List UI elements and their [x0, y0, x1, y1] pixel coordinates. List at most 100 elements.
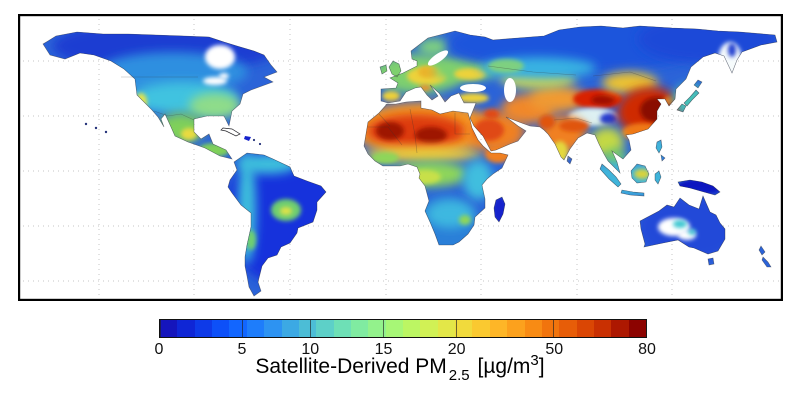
region-southeast-us [189, 93, 241, 119]
border-africa-2 [368, 126, 403, 146]
region-guinea-coast [371, 152, 399, 164]
island-speck [252, 138, 256, 142]
colorbar-tick-label: 20 [447, 341, 466, 358]
colorbar-tick-label: 0 [154, 341, 164, 358]
island-speck [258, 142, 262, 146]
hudson-bay [205, 45, 235, 69]
colorbar-segment [455, 320, 473, 337]
colorbar-tick [455, 320, 457, 337]
border-africa-1 [378, 113, 391, 127]
country-borders-layer [121, 65, 657, 154]
map-frame-border [18, 14, 783, 301]
colorbar-segment [628, 320, 647, 337]
colorbar-tick [310, 320, 312, 337]
border-us-mexico [153, 110, 195, 121]
colorbar-segment [298, 320, 317, 337]
region-germany-poland [418, 66, 438, 78]
colorbar-segment [489, 320, 508, 337]
great-lakes [203, 77, 227, 85]
baltic-sea [427, 50, 449, 66]
region-west-siberia [488, 59, 524, 73]
great-lakes-2 [219, 73, 229, 79]
island-hispaniola [244, 136, 251, 141]
colorbar-segment [437, 320, 456, 337]
colorbar-segment [212, 320, 230, 337]
colorbar [159, 319, 647, 338]
region-australia-cyan [673, 220, 687, 228]
colorbar-segment [160, 320, 178, 337]
colorbar-segment [316, 320, 334, 337]
colorbar-tick [159, 320, 161, 337]
colorbar-segment [264, 320, 282, 337]
colorbar-segment [246, 320, 265, 337]
colorbar-segment [281, 320, 299, 337]
region-central-asia [529, 86, 587, 112]
border-africa-4 [454, 113, 470, 135]
border-mongolia [592, 71, 657, 82]
island-speck [94, 126, 98, 130]
colorbar-tick-label: 50 [545, 341, 564, 358]
colorbar-segment [541, 320, 560, 337]
colorbar-tick [553, 320, 555, 337]
region-turkey [457, 93, 489, 103]
region-mexico-city [181, 128, 197, 140]
region-tibet-blue [600, 113, 618, 125]
colorbar-segment [507, 320, 525, 337]
colorbar-tick-label: 80 [638, 341, 656, 358]
colorbar-segment [611, 320, 629, 337]
region-borneo-hotspot [634, 169, 650, 179]
colorbar-tick [645, 320, 647, 337]
colorbar-segment [350, 320, 369, 337]
region-bodele-core [415, 127, 447, 143]
island-hawaii-chain [84, 122, 262, 146]
island-speck [104, 130, 108, 134]
island-cuba [220, 127, 241, 137]
colorbar-tick-label: 5 [237, 341, 247, 358]
colorbar-segment [403, 320, 421, 337]
black-sea [460, 84, 486, 92]
colorbar-segment [385, 320, 404, 337]
caption-unit-text: µg/m [483, 355, 531, 378]
region-ukraine [454, 68, 486, 80]
colorbar-tick-labels: 0 5 10 15 20 50 80 [155, 341, 656, 359]
caption-unit-exponent: 3 [530, 352, 539, 369]
colorbar-tick [383, 320, 385, 337]
colorbar-segment [593, 320, 612, 337]
colorbar-segment [420, 320, 438, 337]
border-india-china [553, 117, 593, 124]
colorbar-segment [559, 320, 577, 337]
colorbar-tick-label: 15 [374, 341, 393, 358]
region-safrica-green [459, 215, 471, 225]
region-spain [382, 91, 400, 101]
island-speck [84, 122, 88, 126]
caption-main-text: Satellite-Derived PM [255, 355, 447, 378]
region-mesopotamia [484, 109, 500, 119]
world-map-panel [18, 14, 783, 301]
colorbar-segments [160, 320, 647, 337]
colorbar-ticklines [159, 320, 647, 337]
caspian-sea [504, 78, 516, 102]
colorbar-segment [576, 320, 594, 337]
border-africa-3 [409, 108, 418, 154]
region-taklamakan-core [591, 95, 615, 105]
caption-unit-close: ] [538, 355, 545, 378]
colorbar-tick [242, 320, 244, 337]
region-australia-cyan-2 [688, 229, 696, 235]
colorbar-segment [368, 320, 386, 337]
region-west-sahara-core [376, 122, 404, 140]
colorbar-segment [177, 320, 195, 337]
region-kamchatka-blue [728, 43, 736, 57]
colorbar-segment [524, 320, 542, 337]
colorbar-segment [194, 320, 213, 337]
region-ganges-valley [559, 120, 589, 132]
region-brazil-hotspot [280, 207, 292, 215]
region-scandinavia [417, 38, 449, 56]
colorbar-segment [333, 320, 351, 337]
border-russia-kazakhstan [487, 65, 577, 76]
colorbar-tick-label: 10 [301, 341, 320, 358]
region-indus-valley [539, 115, 555, 129]
caption-subscript: 2.5 [448, 367, 470, 384]
colorbar-segment [472, 320, 490, 337]
caption-unit-open: [ [471, 355, 484, 378]
